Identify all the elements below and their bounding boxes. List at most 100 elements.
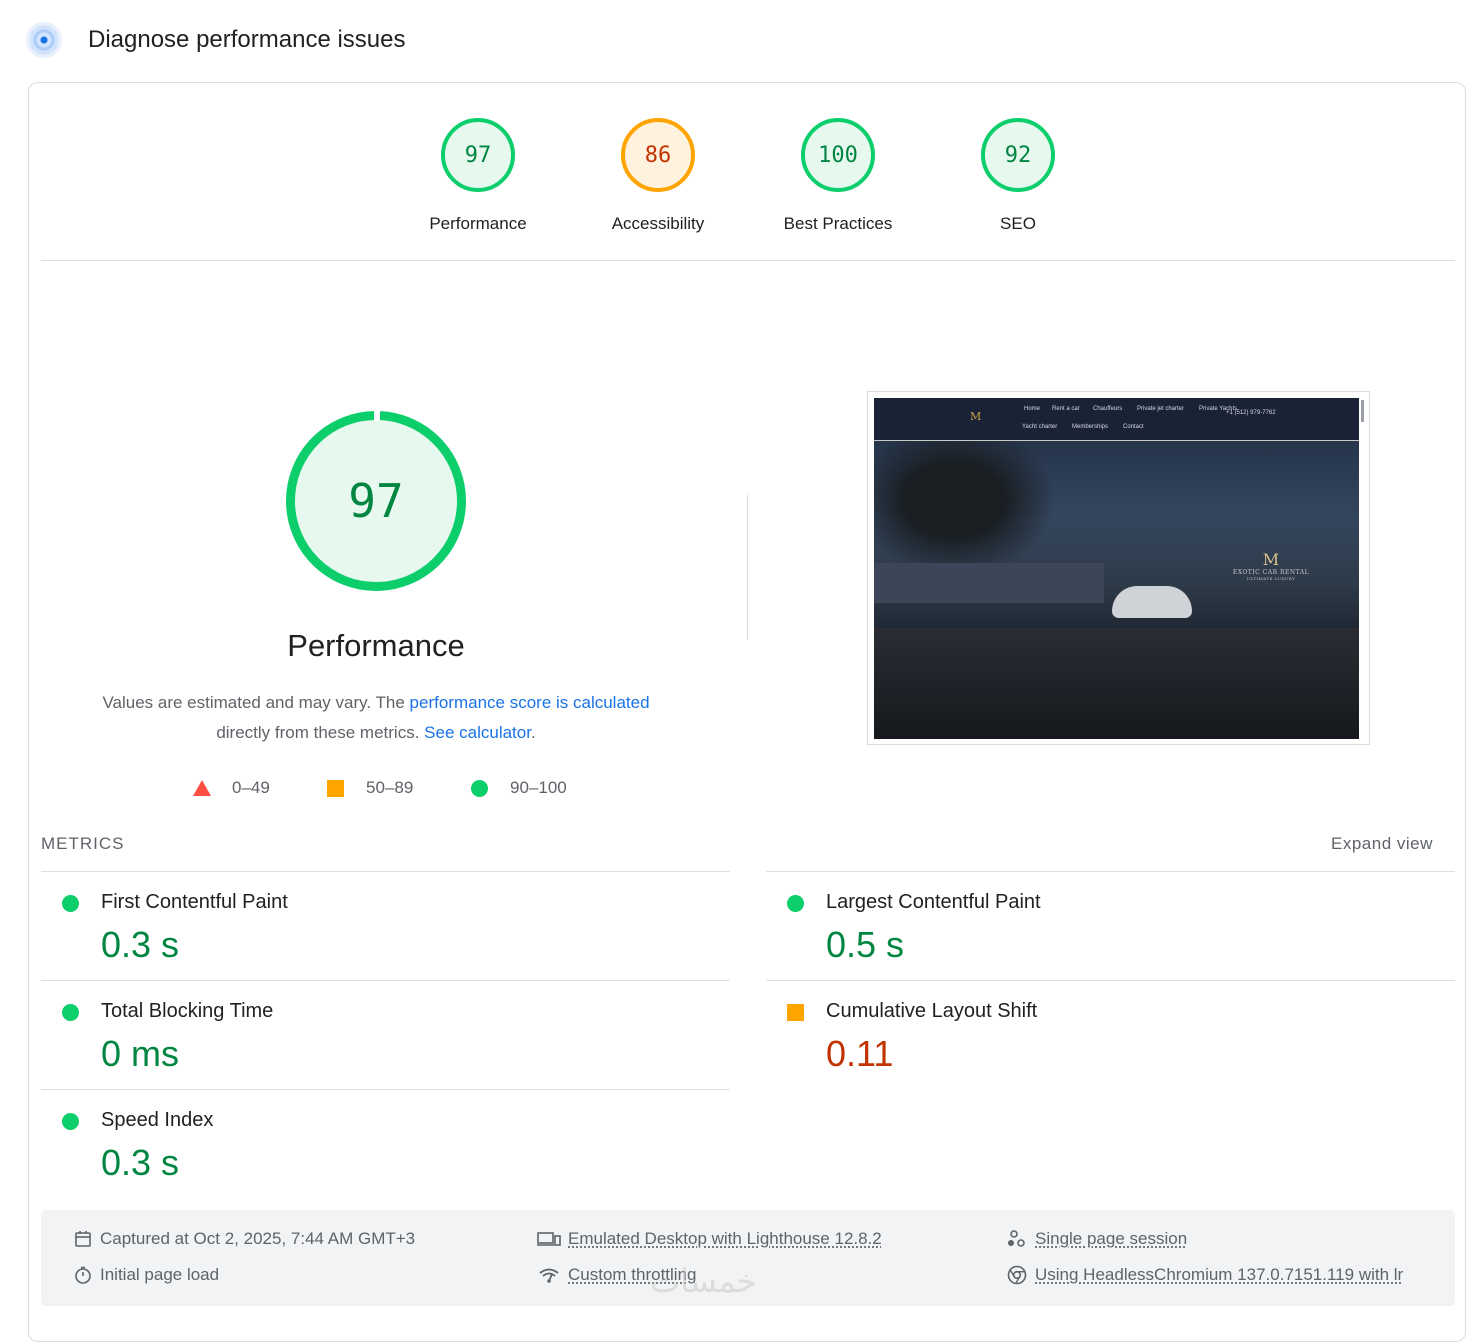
category-gauges: 97 Performance 86 Accessibility 100 Best… <box>0 118 1482 248</box>
pass-circle-icon <box>787 895 804 912</box>
square-icon <box>327 779 344 797</box>
metric-speed-index: Speed Index 0.3 s <box>41 1090 730 1198</box>
legend-range: 90–100 <box>510 778 567 797</box>
gauge-score: 92 <box>981 118 1055 192</box>
metrics-heading: METRICS <box>41 834 125 853</box>
brand-subtext: ULTIMATE LUXURY <box>1246 576 1296 581</box>
gauge-score: 86 <box>621 118 695 192</box>
metric-cumulative-layout-shift: Cumulative Layout Shift 0.11 <box>766 981 1455 1089</box>
section-header: Diagnose performance issues <box>26 22 406 58</box>
browser-info[interactable]: Using HeadlessChromium 137.0.7151.119 wi… <box>1006 1265 1403 1285</box>
metric-total-blocking-time: Total Blocking Time 0 ms <box>41 981 730 1089</box>
emulated-device[interactable]: Emulated Desktop with Lighthouse 12.8.2 <box>537 1229 882 1249</box>
metric-value: 0.5 s <box>826 924 905 965</box>
watermark: خمسات <box>650 1262 757 1300</box>
metric-value: 0 ms <box>101 1033 180 1074</box>
throttling-text: Custom throttling <box>568 1265 697 1284</box>
legend-range: 0–49 <box>232 778 270 797</box>
legend-fail: 0–49 <box>193 778 270 798</box>
gauge-seo[interactable]: 92 SEO <box>943 118 1093 234</box>
metric-first-contentful-paint: First Contentful Paint 0.3 s <box>41 872 730 980</box>
gauge-gap <box>374 411 380 421</box>
metric-largest-contentful-paint: Largest Contentful Paint 0.5 s <box>766 872 1455 980</box>
gauge-label: Performance <box>429 214 527 233</box>
scene-building <box>874 563 1104 603</box>
chrome-icon <box>1006 1265 1028 1285</box>
site-nav-link: Rent a car <box>1052 406 1080 412</box>
vertical-divider <box>747 495 748 640</box>
gauge-label: Accessibility <box>611 214 705 233</box>
performance-gauge: 97 <box>286 411 466 591</box>
captured-at: Captured at Oct 2, 2025, 7:44 AM GMT+3 <box>73 1229 415 1249</box>
metric-name: First Contentful Paint <box>101 891 288 913</box>
site-nav-link: Private Yachts <box>1199 406 1238 412</box>
metric-name: Cumulative Layout Shift <box>826 1000 1038 1022</box>
metric-divider <box>41 1089 730 1090</box>
session-icon <box>1006 1229 1028 1249</box>
divider <box>41 260 1455 261</box>
initial-page-load: Initial page load <box>73 1265 219 1285</box>
screenshot-scrollbar <box>1361 400 1364 422</box>
timer-icon <box>73 1265 93 1285</box>
site-logo: M <box>970 410 982 423</box>
site-phone: +1 (512) 979-7762 <box>1226 410 1276 416</box>
final-screenshot[interactable]: M Home Rent a car Chauffeurs Private jet… <box>867 391 1370 745</box>
gauge-best-practices[interactable]: 100 Best Practices <box>763 118 913 234</box>
gauge-accessibility[interactable]: 86 Accessibility <box>583 118 733 234</box>
metric-value: 0.11 <box>826 1033 894 1074</box>
average-square-icon <box>787 1004 804 1021</box>
pass-circle-icon <box>62 895 79 912</box>
legend-range: 50–89 <box>366 778 414 797</box>
gauge-label: SEO <box>1000 214 1036 233</box>
circle-icon <box>471 779 488 797</box>
gauge-score: 97 <box>441 118 515 192</box>
site-nav-link: Yacht charter <box>1022 424 1058 430</box>
emulated-text: Emulated Desktop with Lighthouse 12.8.2 <box>568 1229 882 1248</box>
screenshot-image: M Home Rent a car Chauffeurs Private jet… <box>874 398 1359 739</box>
section-title: Diagnose performance issues <box>88 26 406 53</box>
gauge-score: 100 <box>801 118 875 192</box>
lighthouse-radar-icon <box>26 22 62 58</box>
metric-divider <box>766 871 1455 872</box>
site-nav-link: Chauffeurs <box>1093 406 1123 412</box>
calendar-icon <box>73 1229 93 1249</box>
metric-divider <box>41 980 730 981</box>
performance-score: 97 <box>348 474 404 528</box>
metric-divider <box>41 871 730 872</box>
expand-view-button[interactable]: Expand view <box>1331 834 1433 853</box>
desc-text: . <box>530 723 536 742</box>
gauge-performance[interactable]: 97 Performance <box>403 118 553 234</box>
runtime-settings: Captured at Oct 2, 2025, 7:44 AM GMT+3 I… <box>41 1210 1455 1306</box>
score-calculated-link[interactable]: performance score is calculated <box>409 693 650 712</box>
scene-car <box>1112 586 1192 618</box>
metric-value: 0.3 s <box>101 924 180 965</box>
performance-title: Performance <box>287 628 465 663</box>
captured-text: Captured at Oct 2, 2025, 7:44 AM GMT+3 <box>100 1229 416 1248</box>
devices-icon <box>537 1229 561 1249</box>
legend-pass: 90–100 <box>471 778 567 798</box>
see-calculator-link[interactable]: See calculator <box>424 723 531 742</box>
page-session[interactable]: Single page session <box>1006 1229 1187 1249</box>
desc-text: Values are estimated and may vary. The <box>102 693 410 712</box>
site-nav-link: Contact <box>1123 424 1144 430</box>
brand-text: EXOTIC CAR RENTAL <box>1232 569 1310 576</box>
legend-average: 50–89 <box>327 778 413 798</box>
pass-circle-icon <box>62 1004 79 1021</box>
session-text: Single page session <box>1035 1229 1188 1248</box>
site-nav-link: Private jet charter <box>1137 406 1185 412</box>
metric-value: 0.3 s <box>101 1142 180 1183</box>
metric-name: Largest Contentful Paint <box>826 891 1041 913</box>
triangle-icon <box>193 780 211 796</box>
wifi-icon <box>537 1265 561 1285</box>
load-text: Initial page load <box>100 1265 220 1284</box>
throttling[interactable]: Custom throttling <box>537 1265 697 1285</box>
desc-text: directly from these metrics. <box>216 723 420 742</box>
site-navbar: M Home Rent a car Chauffeurs Private jet… <box>874 398 1359 441</box>
score-legend: 0–49 50–89 90–100 <box>0 776 700 800</box>
site-nav-link: Memberships <box>1072 424 1109 430</box>
browser-text: Using HeadlessChromium 137.0.7151.119 wi… <box>1035 1265 1404 1284</box>
brand-mark: M <box>1262 550 1280 569</box>
performance-description: Values are estimated and may vary. The p… <box>76 688 676 748</box>
gauge-label: Best Practices <box>783 214 893 233</box>
metric-name: Total Blocking Time <box>101 1000 274 1022</box>
